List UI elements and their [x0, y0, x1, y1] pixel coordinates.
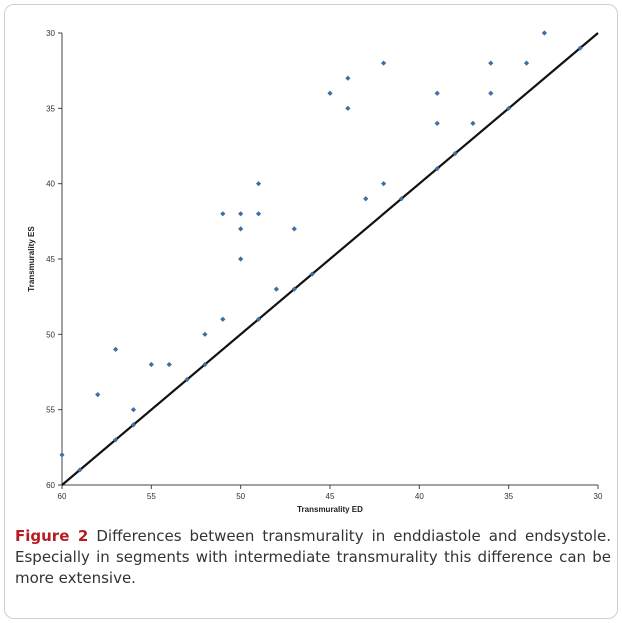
y-tick-label: 35: [46, 104, 55, 113]
data-point: [130, 407, 137, 413]
data-point: [255, 316, 262, 322]
data-point: [345, 75, 351, 81]
data-point: [363, 196, 369, 202]
data-point: [202, 331, 208, 337]
x-tick-label: 35: [504, 492, 513, 501]
data-point: [506, 105, 512, 111]
data-point: [238, 256, 244, 262]
figure-frame: [4, 4, 618, 619]
data-point: [488, 90, 494, 96]
data-point: [434, 120, 440, 126]
data-point: [255, 211, 262, 217]
figure-label: Figure 2: [15, 527, 89, 545]
x-tick-label: 60: [58, 492, 67, 501]
y-tick-label: 45: [46, 255, 55, 264]
data-point: [381, 60, 387, 66]
y-tick-label: 40: [46, 180, 55, 189]
data-point: [291, 286, 297, 292]
data-point: [541, 30, 547, 36]
y-tick-label: 30: [46, 29, 55, 38]
x-tick-label: 30: [594, 492, 603, 501]
data-point: [202, 361, 208, 368]
data-point: [113, 437, 119, 443]
figure-caption-text: Differences between transmurality in end…: [15, 527, 611, 587]
data-point: [113, 346, 119, 352]
data-point: [470, 120, 476, 126]
scatter-chart: 60 55 50 45 40 35 30 60 55 50 45 40 35 30 Transmural…: [27, 29, 603, 514]
identity-line: [61, 32, 599, 486]
data-point: [166, 361, 172, 368]
y-axis-title: Transmurality ES: [27, 226, 36, 292]
data-point: [130, 422, 137, 428]
data-point: [381, 181, 387, 187]
y-axis-ticks: 60 55 50 45 40 35 30: [46, 29, 62, 490]
data-point: [148, 361, 154, 368]
data-point: [327, 90, 333, 96]
data-point: [488, 60, 494, 66]
x-tick-label: 40: [415, 492, 424, 501]
x-tick-label: 45: [326, 492, 335, 501]
data-point: [345, 105, 351, 111]
data-points: [59, 30, 583, 473]
data-point: [452, 150, 458, 157]
data-point: [434, 166, 440, 172]
x-tick-label: 55: [147, 492, 156, 501]
data-point: [291, 226, 297, 232]
data-point: [523, 60, 530, 66]
y-tick-label: 50: [46, 330, 55, 339]
data-point: [238, 211, 244, 217]
y-tick-label: 60: [46, 481, 55, 490]
data-point: [95, 392, 101, 398]
data-point: [184, 376, 190, 383]
y-tick-label: 55: [46, 406, 55, 415]
x-tick-label: 50: [236, 492, 245, 501]
data-point: [255, 181, 262, 187]
data-point: [220, 316, 226, 322]
data-point: [59, 452, 65, 458]
data-point: [398, 196, 405, 202]
data-point: [273, 286, 279, 292]
x-axis-title: Transmurality ED: [297, 505, 363, 514]
data-point: [220, 211, 226, 217]
x-axis-ticks: 60 55 50 45 40 35 30: [58, 485, 603, 501]
figure-caption: Figure 2 Differences between transmurali…: [15, 526, 611, 589]
data-point: [577, 45, 583, 51]
data-point: [434, 90, 440, 96]
data-point: [77, 467, 83, 473]
data-point: [309, 271, 315, 277]
data-point: [238, 226, 244, 232]
